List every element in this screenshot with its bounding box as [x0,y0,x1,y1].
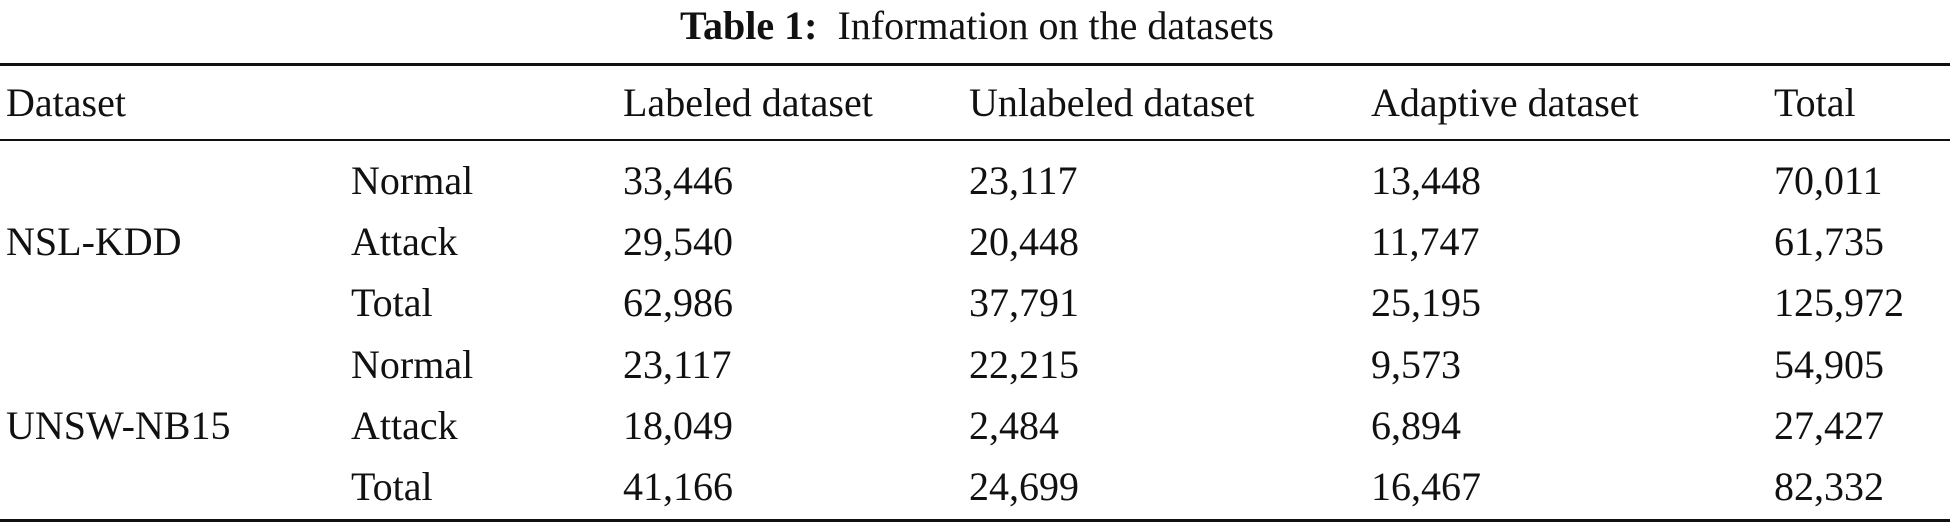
cell: 23,117 [623,342,732,387]
row-label: Normal [351,342,474,387]
bottom-rule [0,519,1950,522]
table-caption: Table 1: Information on the datasets [0,6,1954,46]
cell: 61,735 [1774,219,1884,264]
cell: 20,448 [969,219,1079,264]
cell: 27,427 [1774,403,1884,448]
cell: 2,484 [969,403,1059,448]
cell: 11,747 [1371,219,1480,264]
column-header: Total [1774,80,1856,125]
row-label: Total [351,464,433,509]
row-label: Attack [351,219,458,264]
cell: 6,894 [1371,403,1461,448]
cell: 24,699 [969,464,1079,509]
top-rule [0,63,1950,66]
cell: 13,448 [1371,158,1481,203]
cell: 41,166 [623,464,733,509]
cell: 54,905 [1774,342,1884,387]
cell: 16,467 [1371,464,1481,509]
cell: 62,986 [623,280,733,325]
cell: 70,011 [1774,158,1883,203]
cell: 29,540 [623,219,733,264]
cell: 37,791 [969,280,1079,325]
row-label: Attack [351,403,458,448]
column-header: Adaptive dataset [1371,80,1639,125]
column-header: Dataset [6,80,126,125]
group-label: UNSW-NB15 [6,403,231,448]
cell: 23,117 [969,158,1078,203]
group-label: NSL-KDD [6,219,182,264]
row-label: Normal [351,158,474,203]
cell: 82,332 [1774,464,1884,509]
column-header: Labeled dataset [623,80,873,125]
cell: 25,195 [1371,280,1481,325]
mid-rule [0,139,1950,141]
table-label: Table 1: [680,3,818,48]
table-title: Information on the datasets [837,3,1274,48]
cell: 18,049 [623,403,733,448]
row-label: Total [351,280,433,325]
column-header: Unlabeled dataset [969,80,1255,125]
cell: 125,972 [1774,280,1904,325]
cell: 22,215 [969,342,1079,387]
cell: 9,573 [1371,342,1461,387]
cell: 33,446 [623,158,733,203]
